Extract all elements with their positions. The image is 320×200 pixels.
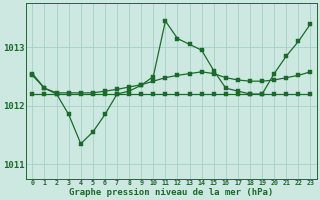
X-axis label: Graphe pression niveau de la mer (hPa): Graphe pression niveau de la mer (hPa): [69, 188, 274, 197]
